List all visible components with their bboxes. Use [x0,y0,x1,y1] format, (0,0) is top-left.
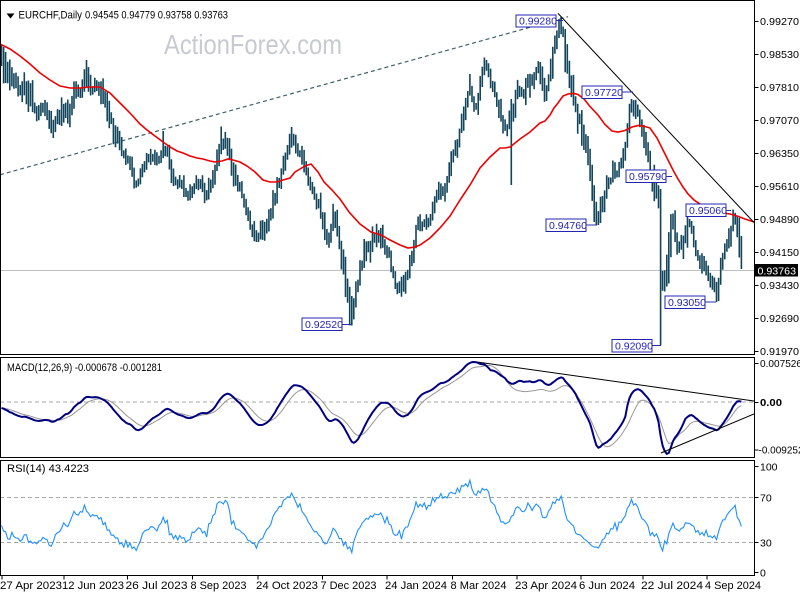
svg-text:ActionForex.com: ActionForex.com [164,29,342,60]
svg-text:-0.009252: -0.009252 [759,445,800,457]
svg-text:0.97720: 0.97720 [585,87,623,99]
svg-text:0.93763: 0.93763 [758,266,797,278]
svg-text:0.96350: 0.96350 [760,148,799,160]
svg-text:24 Oct 2023: 24 Oct 2023 [256,580,318,592]
svg-text:0.97070: 0.97070 [760,115,799,127]
svg-text:0.95610: 0.95610 [760,181,799,193]
svg-text:0.92690: 0.92690 [760,313,799,325]
svg-text:0.95790: 0.95790 [629,171,667,183]
svg-text:4 Sep 2024: 4 Sep 2024 [705,580,761,592]
svg-text:RSI(14) 43.4223: RSI(14) 43.4223 [7,463,89,475]
svg-text:0.007526: 0.007526 [760,358,800,370]
svg-text:6 Jun 2024: 6 Jun 2024 [579,580,635,592]
svg-text:0.98530: 0.98530 [760,49,799,61]
svg-text:100: 100 [760,462,778,474]
svg-text:8 Sep 2023: 8 Sep 2023 [191,580,247,592]
svg-text:23 Apr 2024: 23 Apr 2024 [515,580,577,592]
svg-text:0.94150: 0.94150 [760,247,799,259]
svg-text:22 Jul 2024: 22 Jul 2024 [641,580,703,592]
svg-text:24 Jan 2024: 24 Jan 2024 [385,580,447,592]
svg-text:0.94760: 0.94760 [549,220,587,232]
svg-text:0.92090: 0.92090 [615,341,653,353]
svg-text:0.94545 0.94779 0.93758 0.9376: 0.94545 0.94779 0.93758 0.93763 [85,10,228,22]
svg-text:0.91970: 0.91970 [760,346,799,358]
svg-text:12 Jun 2023: 12 Jun 2023 [62,580,124,592]
svg-text:0.97810: 0.97810 [760,82,799,94]
svg-text:7 Dec 2023: 7 Dec 2023 [321,580,377,592]
svg-text:0.93430: 0.93430 [760,280,799,292]
svg-text:0.95060: 0.95060 [689,205,727,217]
svg-text:MACD(12,26,9) -0.000678 -0.001: MACD(12,26,9) -0.000678 -0.001281 [7,362,162,374]
svg-text:0: 0 [760,568,766,580]
svg-text:0.92520: 0.92520 [305,319,343,331]
svg-text:8 Mar 2024: 8 Mar 2024 [451,580,507,592]
svg-text:27 Apr 2023: 27 Apr 2023 [0,580,62,592]
svg-text:0.93050: 0.93050 [668,297,706,309]
svg-text:0.94890: 0.94890 [760,214,799,226]
svg-text:70: 70 [760,493,772,505]
svg-text:0.99270: 0.99270 [760,16,799,28]
svg-text:30: 30 [760,538,772,550]
svg-text:0.99280: 0.99280 [519,16,557,28]
svg-text:0.00: 0.00 [760,397,782,409]
svg-text:EURCHF,Daily: EURCHF,Daily [19,10,83,22]
svg-text:26 Jul 2023: 26 Jul 2023 [126,580,188,592]
